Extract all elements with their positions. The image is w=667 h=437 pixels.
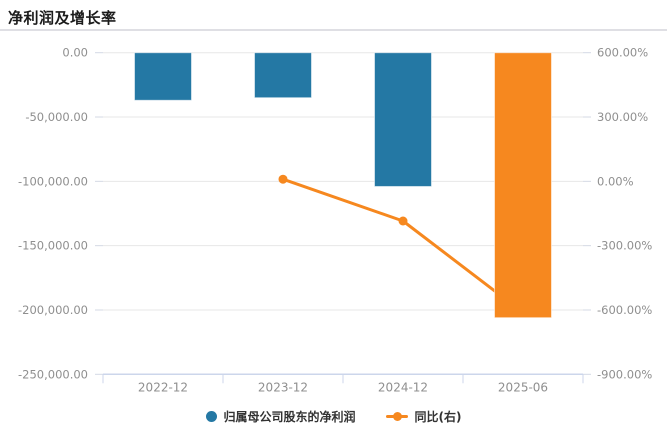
title-divider <box>0 29 667 31</box>
x-axis-label: 2024-12 <box>378 380 428 394</box>
y-axis-label-right: 300.00% <box>597 110 648 124</box>
line-dot-icon <box>385 411 408 422</box>
bar-2023-12[interactable] <box>254 52 312 99</box>
bar-2025-06[interactable] <box>494 52 552 319</box>
profit-growth-chart: 0.00 600.00% -50,000.00 300.00% -100,000.00 0… <box>18 46 652 395</box>
line-point-2023-12[interactable] <box>278 174 288 184</box>
y-axis-label-right: 600.00% <box>597 46 648 60</box>
legend-label-net-profit: 归属母公司股东的净利润 <box>223 410 356 424</box>
bar-2022-12[interactable] <box>134 52 192 101</box>
legend-item-yoy[interactable]: 同比(右) <box>385 408 462 425</box>
x-axis-label: 2023-12 <box>258 380 308 394</box>
y-axis-label-left: -50,000.00 <box>25 110 88 124</box>
legend-label-yoy: 同比(右) <box>414 410 462 424</box>
y-axis-label-left: -150,000.00 <box>18 239 88 253</box>
y-axis-label-right: -300.00% <box>597 239 652 253</box>
y-axis-label-right: 0.00% <box>597 174 634 188</box>
circle-icon <box>205 411 217 422</box>
x-axis-label: 2025-06 <box>498 380 548 394</box>
chart-title: 净利润及增长率 <box>8 9 117 27</box>
x-axis-label: 2022-12 <box>138 380 188 394</box>
bar-2024-12[interactable] <box>374 52 432 187</box>
y-axis-label-left: -200,000.00 <box>18 303 88 317</box>
y-axis-label-right: -600.00% <box>597 303 652 317</box>
y-axis-label-left: -100,000.00 <box>18 174 88 188</box>
y-axis-label-left: 0.00 <box>62 46 88 60</box>
chart-legend: 归属母公司股东的净利润 同比(右) <box>0 408 667 425</box>
legend-item-net-profit[interactable]: 归属母公司股东的净利润 <box>205 408 356 425</box>
y-axis-label-right: -900.00% <box>597 367 652 381</box>
y-axis-label-left: -250,000.00 <box>18 367 88 381</box>
line-point-2024-12[interactable] <box>398 216 408 226</box>
